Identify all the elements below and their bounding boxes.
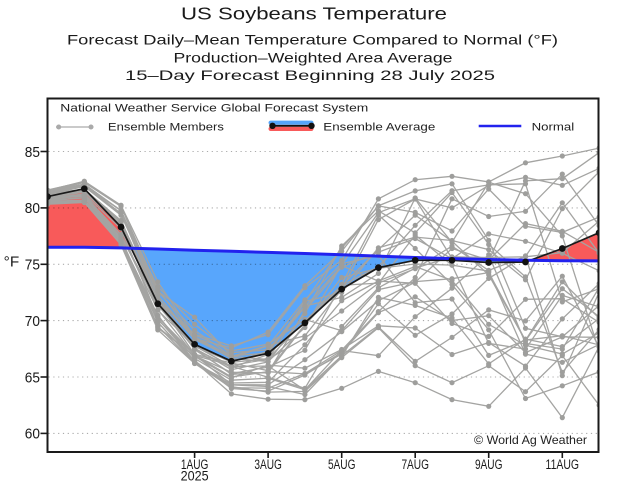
svg-text:85: 85 [25,144,40,161]
svg-text:9AUG: 9AUG [475,457,503,472]
svg-text:65: 65 [25,369,40,386]
svg-text:60: 60 [25,426,40,443]
svg-text:70: 70 [25,313,40,330]
svg-text:80: 80 [25,200,40,217]
svg-text:1AUG: 1AUG [181,457,209,472]
svg-text:2025: 2025 [181,468,209,483]
svg-text:National Weather Service Globa: National Weather Service Global Forecast… [60,103,368,115]
svg-text:°F: °F [4,254,20,271]
svg-text:11AUG: 11AUG [546,457,580,472]
svg-text:Normal: Normal [532,122,575,134]
svg-text:Production–Weighted Area Avera: Production–Weighted Area Average [174,50,453,66]
svg-text:© World Ag Weather: © World Ag Weather [474,433,587,447]
svg-text:Ensemble Members: Ensemble Members [108,122,225,134]
svg-text:Forecast Daily–Mean Temperatur: Forecast Daily–Mean Temperature Compared… [67,32,558,48]
svg-text:7AUG: 7AUG [401,457,429,472]
svg-text:Ensemble Average: Ensemble Average [323,122,435,134]
svg-text:5AUG: 5AUG [328,457,356,472]
svg-text:US Soybeans Temperature: US Soybeans Temperature [181,4,447,24]
svg-text:15–Day Forecast Beginning 28 J: 15–Day Forecast Beginning 28 July 2025 [125,67,495,83]
svg-text:3AUG: 3AUG [254,457,282,472]
svg-text:75: 75 [25,257,40,274]
